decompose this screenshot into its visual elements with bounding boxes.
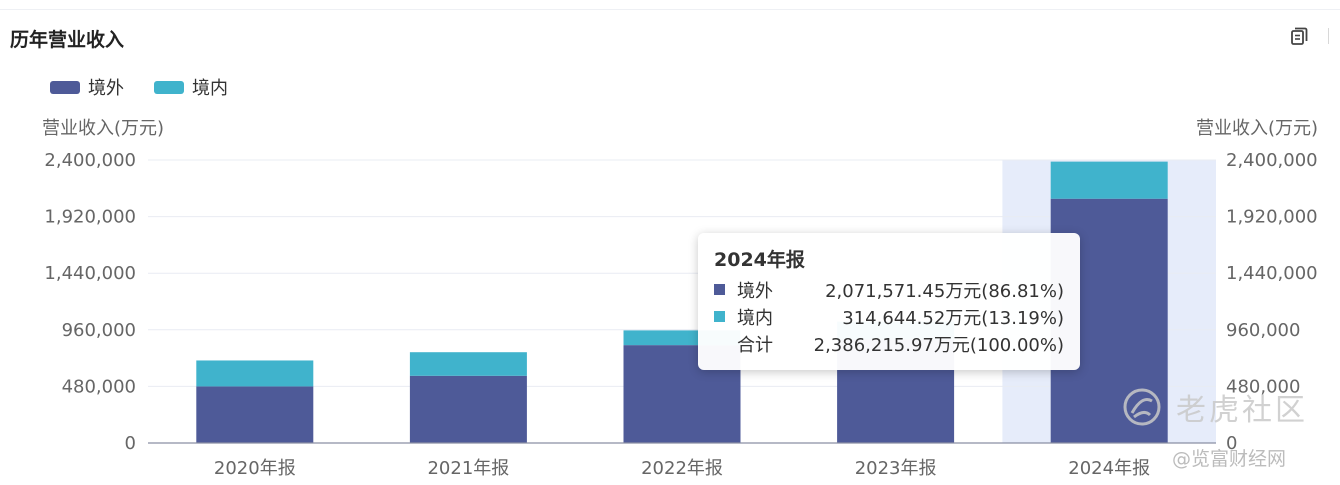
y-tick-label-right: 960,000 [1226,320,1300,341]
y-tick-label-right: 0 [1226,433,1237,454]
x-tick-label: 2021年报 [427,458,509,479]
tooltip-row-domestic: 境内 314,644.52万元(13.19%) [714,303,1064,330]
bar-segment-domestic [196,360,314,387]
legend-item-domestic[interactable]: 境内 [154,74,228,100]
y-tick-label-left: 1,440,000 [44,263,136,284]
legend-label-overseas: 境外 [88,78,124,99]
tooltip-row-total: 合计 2,386,215.97万元(100.00%) [714,330,1064,357]
bar-segment-domestic [1050,161,1168,199]
tooltip-dot-overseas [714,284,725,295]
legend-label-domestic: 境内 [192,78,228,99]
top-divider [0,9,1340,10]
y-tick-label-left: 480,000 [62,376,136,397]
tooltip-dot-total [714,338,725,349]
bar-segment-overseas [196,386,314,443]
tiger-logo-icon [1123,388,1161,426]
y-tick-label-right: 2,400,000 [1226,150,1318,171]
tooltip-dot-domestic [714,311,725,322]
chart-legend: 境外 境内 [50,74,228,100]
x-tick-label: 2024年报 [1068,458,1150,479]
tooltip-value-domestic: 314,644.52万元(13.19%) [842,307,1064,329]
x-tick-label: 2023年报 [855,458,937,479]
y-tick-label-left: 0 [125,433,136,454]
bar-segment-overseas [409,375,527,443]
y-tick-label-left: 2,400,000 [44,150,136,171]
toolbar-separator [1328,28,1329,44]
y-tick-label-left: 1,920,000 [44,207,136,228]
legend-swatch-overseas [50,80,80,94]
y-tick-label-right: 1,920,000 [1226,207,1318,228]
legend-swatch-domestic [154,80,184,94]
y-tick-label-left: 960,000 [62,320,136,341]
watermark: 老虎社区 [1122,385,1308,429]
tooltip-row-overseas: 境外 2,071,571.45万元(86.81%) [714,276,1064,303]
bar-segment-domestic [409,352,527,376]
y-axis-label-right: 营业收入(万元) [1196,118,1318,139]
legend-item-overseas[interactable]: 境外 [50,74,124,100]
copy-icon[interactable] [1289,26,1309,46]
tooltip-title: 2024年报 [714,249,805,271]
watermark-subtext: @览富财经网 [1172,448,1287,470]
watermark-text: 老虎社区 [1176,393,1308,428]
x-tick-label: 2022年报 [641,458,723,479]
chart-title: 历年营业收入 [10,29,125,51]
y-axis-label-left: 营业收入(万元) [42,118,164,139]
tooltip-value-overseas: 2,071,571.45万元(86.81%) [825,280,1064,302]
y-tick-label-right: 480,000 [1226,376,1300,397]
tooltip-name-total: 合计 [737,334,773,356]
x-tick-label: 2020年报 [214,458,296,479]
tooltip-name-overseas: 境外 [737,280,773,302]
chart-tooltip: 2024年报 境外 2,071,571.45万元(86.81%) 境内 314,… [698,233,1080,370]
y-tick-label-right: 1,440,000 [1226,263,1318,284]
tooltip-value-total: 2,386,215.97万元(100.00%) [813,334,1064,356]
tooltip-name-domestic: 境内 [737,307,773,329]
